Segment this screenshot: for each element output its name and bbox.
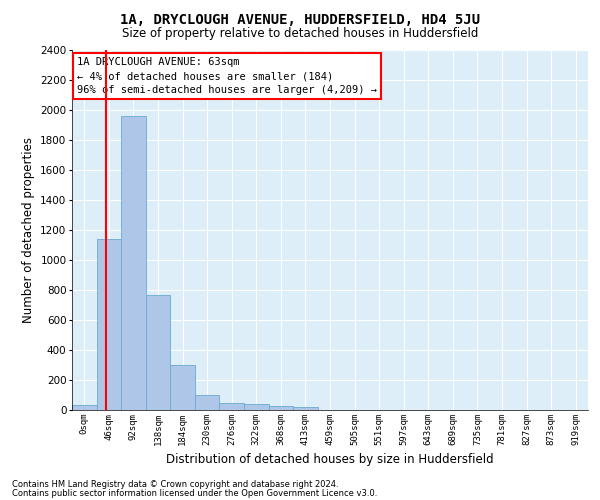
Text: Size of property relative to detached houses in Huddersfield: Size of property relative to detached ho… [122, 28, 478, 40]
Bar [269, 406, 293, 410]
Bar [97, 239, 121, 410]
Bar [72, 405, 97, 410]
Text: 1A DRYCLOUGH AVENUE: 63sqm
← 4% of detached houses are smaller (184)
96% of semi: 1A DRYCLOUGH AVENUE: 63sqm ← 4% of detac… [77, 57, 377, 95]
Bar [146, 294, 170, 410]
Text: Contains public sector information licensed under the Open Government Licence v3: Contains public sector information licen… [12, 488, 377, 498]
X-axis label: Distribution of detached houses by size in Huddersfield: Distribution of detached houses by size … [166, 454, 494, 466]
Bar [220, 403, 244, 410]
Bar [195, 395, 220, 410]
Text: Contains HM Land Registry data © Crown copyright and database right 2024.: Contains HM Land Registry data © Crown c… [12, 480, 338, 489]
Text: 1A, DRYCLOUGH AVENUE, HUDDERSFIELD, HD4 5JU: 1A, DRYCLOUGH AVENUE, HUDDERSFIELD, HD4 … [120, 12, 480, 26]
Bar [170, 365, 195, 410]
Y-axis label: Number of detached properties: Number of detached properties [22, 137, 35, 323]
Bar [121, 116, 146, 410]
Bar [244, 404, 269, 410]
Bar [293, 406, 318, 410]
